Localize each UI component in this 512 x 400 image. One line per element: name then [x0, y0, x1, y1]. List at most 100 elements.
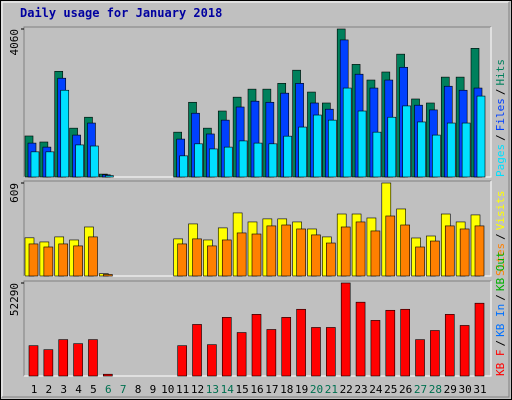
x-tick-label: 21	[325, 383, 338, 396]
bar	[474, 302, 485, 377]
bar	[340, 282, 351, 377]
bar	[370, 230, 381, 277]
bar	[402, 105, 411, 178]
x-tick-label: 28	[429, 383, 442, 396]
bar	[60, 89, 70, 178]
x-tick-label: 19	[295, 383, 308, 396]
bar	[28, 345, 39, 377]
x-tick-label: 30	[459, 383, 472, 396]
bar	[328, 119, 337, 178]
bar	[28, 243, 39, 277]
bar	[236, 332, 247, 377]
y-tick-label: 52290	[8, 283, 21, 316]
bar	[444, 225, 455, 277]
legend-entry: Files	[494, 98, 507, 131]
bar	[73, 245, 83, 277]
bar	[281, 224, 292, 277]
bar	[313, 114, 322, 178]
legend: Sites / Visits	[494, 191, 507, 277]
bar	[221, 239, 232, 277]
x-tick-label: 5	[90, 383, 97, 396]
bar	[400, 308, 410, 377]
bar	[45, 151, 55, 178]
bar	[430, 240, 440, 277]
legend-entry: Sites	[494, 243, 507, 276]
x-tick-label: 31	[473, 383, 486, 396]
x-tick-label: 18	[280, 383, 293, 396]
legend-entry: KB F	[494, 350, 507, 377]
bar	[355, 301, 366, 377]
bar	[58, 243, 69, 277]
x-tick-label: 23	[354, 383, 367, 396]
x-tick-label: 7	[120, 383, 127, 396]
bar	[387, 116, 397, 178]
bar	[461, 122, 471, 178]
bar	[194, 143, 203, 178]
bar	[192, 324, 202, 377]
bar	[251, 233, 262, 277]
legend-separator: /	[494, 233, 507, 240]
x-tick-label: 13	[206, 383, 219, 396]
bar	[75, 144, 84, 178]
x-tick-label: 29	[444, 383, 457, 396]
x-tick-label: 25	[384, 383, 397, 396]
x-tick-label: 10	[161, 383, 174, 396]
bar	[253, 142, 263, 178]
bar	[105, 175, 114, 178]
legend: Pages / Files / Hits	[494, 59, 507, 177]
bar	[385, 309, 396, 377]
bar	[30, 151, 40, 178]
y-tick-label: 4060	[8, 29, 21, 56]
bar	[90, 145, 99, 178]
x-tick-label: 4	[75, 383, 82, 396]
legend: KB F / KB In / KB Out	[494, 251, 507, 376]
bar	[209, 148, 218, 178]
panel-border	[23, 280, 491, 376]
panel-border	[23, 26, 491, 177]
bar	[459, 325, 470, 377]
bar	[476, 95, 486, 178]
bar	[207, 245, 217, 277]
bar	[372, 131, 382, 178]
bar	[474, 225, 485, 277]
legend-entry: Pages	[494, 144, 507, 177]
y-tick-label: 609	[8, 183, 21, 203]
bar	[283, 135, 293, 178]
bar	[238, 140, 248, 178]
bar	[58, 339, 69, 377]
bar	[268, 143, 278, 178]
bar	[43, 246, 54, 277]
bar	[281, 317, 292, 377]
bar	[296, 228, 306, 277]
bar	[326, 327, 336, 377]
x-tick-label: 24	[369, 383, 383, 396]
bar	[236, 232, 247, 277]
bar	[340, 226, 351, 277]
x-tick-label: 8	[135, 383, 142, 396]
bar	[103, 274, 113, 277]
x-tick-label: 11	[176, 383, 189, 396]
x-tick-label: 1	[31, 383, 38, 396]
bar	[459, 228, 470, 277]
x-tick-label: 26	[399, 383, 412, 396]
bar	[266, 225, 277, 277]
x-tick-label: 17	[265, 383, 278, 396]
x-tick-label: 6	[105, 383, 112, 396]
bar	[311, 327, 321, 377]
title: Daily usage for January 2018	[20, 6, 222, 20]
bar	[355, 221, 366, 277]
bar	[88, 236, 98, 277]
bar	[415, 339, 425, 377]
x-tick-label: 9	[150, 383, 157, 396]
bar	[415, 246, 425, 277]
x-tick-label: 12	[191, 383, 204, 396]
bar	[311, 234, 321, 277]
x-tick-label: 14	[221, 383, 235, 396]
bar	[430, 330, 440, 377]
bar	[177, 345, 187, 377]
bar	[223, 146, 233, 178]
bar	[432, 134, 441, 178]
